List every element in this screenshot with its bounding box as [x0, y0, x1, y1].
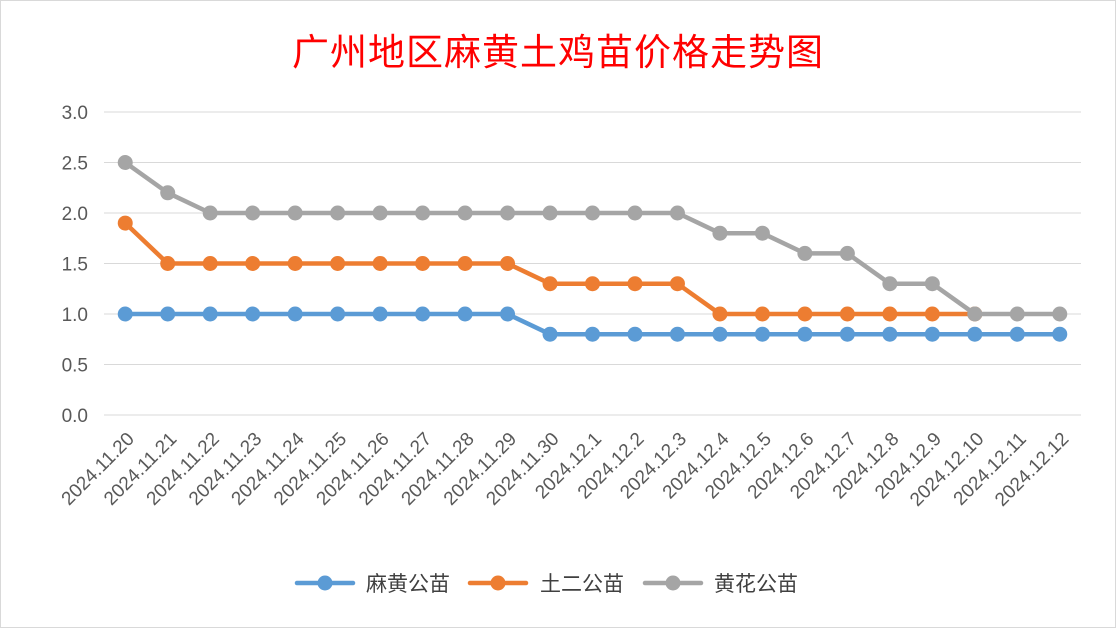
data-point [797, 245, 813, 261]
y-tick-label: 2.0 [62, 204, 88, 225]
legend-label: 麻黄公苗 [366, 572, 450, 596]
data-point [627, 326, 643, 342]
data-point [882, 306, 898, 322]
data-point [202, 256, 218, 271]
data-point [669, 276, 685, 292]
data-point [542, 326, 558, 342]
data-point [585, 276, 600, 292]
data-point [457, 205, 473, 221]
data-point [500, 256, 516, 271]
data-point [669, 205, 685, 221]
data-point [967, 306, 983, 322]
data-point [967, 326, 983, 342]
data-point [415, 256, 431, 271]
data-point [117, 155, 133, 170]
data-point [627, 276, 643, 292]
data-point [627, 205, 643, 221]
data-point [585, 326, 600, 342]
data-point [797, 306, 813, 322]
y-tick-label: 0.0 [62, 406, 88, 427]
data-point [839, 306, 855, 322]
data-point [330, 256, 346, 271]
data-point [287, 306, 303, 322]
data-point [542, 276, 558, 292]
data-point [712, 225, 728, 241]
legend-label: 黄花公苗 [714, 572, 798, 596]
data-point [457, 256, 473, 271]
data-point [245, 256, 261, 271]
data-point [712, 326, 728, 342]
data-point [415, 306, 431, 322]
data-point [287, 205, 303, 221]
data-point [797, 326, 813, 342]
data-point [117, 215, 133, 231]
data-point [924, 326, 940, 342]
data-point [457, 306, 473, 322]
data-point [202, 205, 218, 221]
data-point [669, 326, 685, 342]
data-point [924, 306, 940, 322]
y-tick-label: 2.5 [62, 154, 88, 175]
data-point [330, 306, 346, 322]
data-point [754, 225, 770, 241]
legend-marker [490, 575, 506, 591]
legend-label: 土二公苗 [540, 572, 624, 596]
data-point [245, 306, 261, 322]
data-point [500, 205, 516, 221]
data-point [372, 306, 388, 322]
data-point [924, 276, 940, 292]
data-point [1052, 306, 1068, 322]
data-point [754, 306, 770, 322]
y-tick-label: 1.0 [62, 305, 88, 326]
series-line-2 [122, 160, 1063, 317]
data-point [160, 306, 176, 322]
data-point [372, 256, 388, 271]
data-point [1052, 326, 1068, 342]
data-point [160, 185, 176, 201]
data-point [882, 276, 898, 292]
data-point [372, 205, 388, 221]
y-tick-label: 0.5 [62, 356, 88, 377]
data-point [839, 245, 855, 261]
data-point [585, 205, 600, 221]
data-point [882, 326, 898, 342]
data-point [839, 326, 855, 342]
legend-marker [317, 575, 333, 591]
data-point [1009, 326, 1025, 342]
data-point [500, 306, 516, 322]
data-point [117, 306, 133, 322]
data-point [202, 306, 218, 322]
chart-title: 广州地区麻黄土鸡苗价格走势图 [292, 31, 824, 74]
data-point [245, 205, 261, 221]
data-point [754, 326, 770, 342]
data-point [160, 256, 176, 271]
data-point [542, 205, 558, 221]
data-point [712, 306, 728, 322]
y-tick-label: 3.0 [62, 103, 88, 124]
data-point [1009, 306, 1025, 322]
data-point [330, 205, 346, 221]
data-point [287, 256, 303, 271]
data-point [415, 205, 431, 221]
y-tick-label: 1.5 [62, 255, 88, 276]
legend-marker [665, 575, 681, 591]
